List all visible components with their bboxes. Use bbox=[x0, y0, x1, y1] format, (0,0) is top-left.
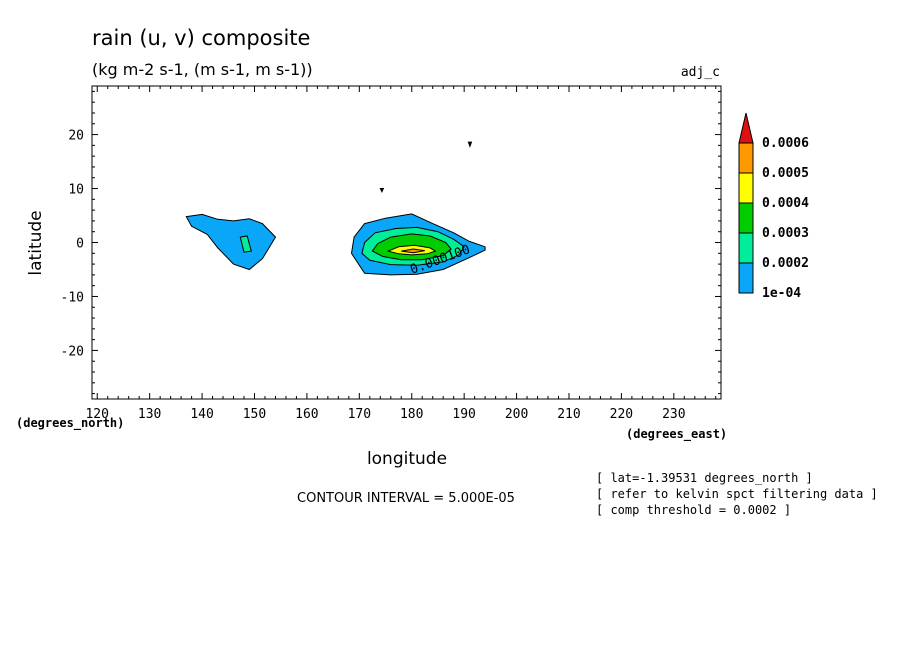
chart-title: rain (u, v) composite bbox=[92, 26, 310, 50]
y-units-label: (degrees_north) bbox=[16, 416, 124, 431]
colorbar-label: 1e-04 bbox=[762, 286, 801, 301]
contour-region bbox=[239, 235, 252, 253]
x-tick-label: 190 bbox=[452, 407, 475, 422]
colorbar-arrow bbox=[738, 112, 754, 144]
y-axis-label: latitude bbox=[26, 210, 46, 275]
contour-region bbox=[185, 213, 277, 271]
colorbar-swatch-aqua bbox=[738, 232, 754, 264]
note-line-3: [ comp threshold = 0.0002 ] bbox=[596, 503, 791, 517]
contour-regions bbox=[185, 141, 486, 276]
plot-frame bbox=[91, 85, 722, 400]
x-tick-label: 220 bbox=[610, 407, 633, 422]
x-tick-label: 180 bbox=[400, 407, 423, 422]
x-tick-label: 230 bbox=[662, 407, 685, 422]
colorbar-label: 0.0003 bbox=[762, 226, 809, 241]
y-tick-label: 20 bbox=[68, 129, 84, 144]
colorbar-label: 0.0005 bbox=[762, 166, 809, 181]
x-tick-label: 120 bbox=[85, 407, 108, 422]
colorbar-swatch-yellow bbox=[738, 172, 754, 204]
x-tick-label: 140 bbox=[190, 407, 213, 422]
x-tick-label: 150 bbox=[243, 407, 266, 422]
chart-tag: adj_c bbox=[681, 65, 720, 80]
y-tick-label: 10 bbox=[68, 183, 84, 198]
y-tick-label: 0 bbox=[76, 237, 84, 252]
colorbar-label: 0.0006 bbox=[762, 136, 809, 151]
y-tick-label: -20 bbox=[61, 344, 84, 359]
x-tick-label: 210 bbox=[557, 407, 580, 422]
x-units-label: (degrees_east) bbox=[626, 427, 727, 442]
x-tick-label: 200 bbox=[505, 407, 528, 422]
colorbar-swatch-orange bbox=[738, 142, 754, 174]
x-tick-label: 170 bbox=[348, 407, 371, 422]
x-axis-ticks: 120 130 140 150 160 170 180 190 200 210 220 230 bbox=[85, 86, 717, 422]
colorbar: 0.0006 0.0005 0.0004 0.0003 0.0002 1e-04 bbox=[738, 112, 809, 301]
colorbar-swatch-green bbox=[738, 202, 754, 234]
colorbar-swatch-blue bbox=[738, 262, 754, 294]
y-tick-label: -10 bbox=[61, 290, 84, 305]
contour-region bbox=[467, 141, 473, 148]
y-axis-ticks: 20 10 0 -10 -20 bbox=[61, 90, 721, 395]
colorbar-label: 0.0002 bbox=[762, 256, 809, 271]
contour-region bbox=[401, 248, 425, 254]
note-line-1: [ lat=-1.39531 degrees_north ] bbox=[596, 471, 813, 485]
note-line-2: [ refer to kelvin spct filtering data ] bbox=[596, 487, 878, 501]
contour-interval-text: CONTOUR INTERVAL = 5.000E-05 bbox=[297, 491, 515, 506]
colorbar-label: 0.0004 bbox=[762, 196, 809, 211]
contour-region bbox=[379, 188, 385, 193]
x-tick-label: 160 bbox=[295, 407, 318, 422]
x-tick-label: 130 bbox=[138, 407, 161, 422]
chart-subtitle: (kg m-2 s-1, (m s-1, m s-1)) bbox=[92, 60, 313, 79]
x-axis-label: longitude bbox=[367, 449, 447, 469]
